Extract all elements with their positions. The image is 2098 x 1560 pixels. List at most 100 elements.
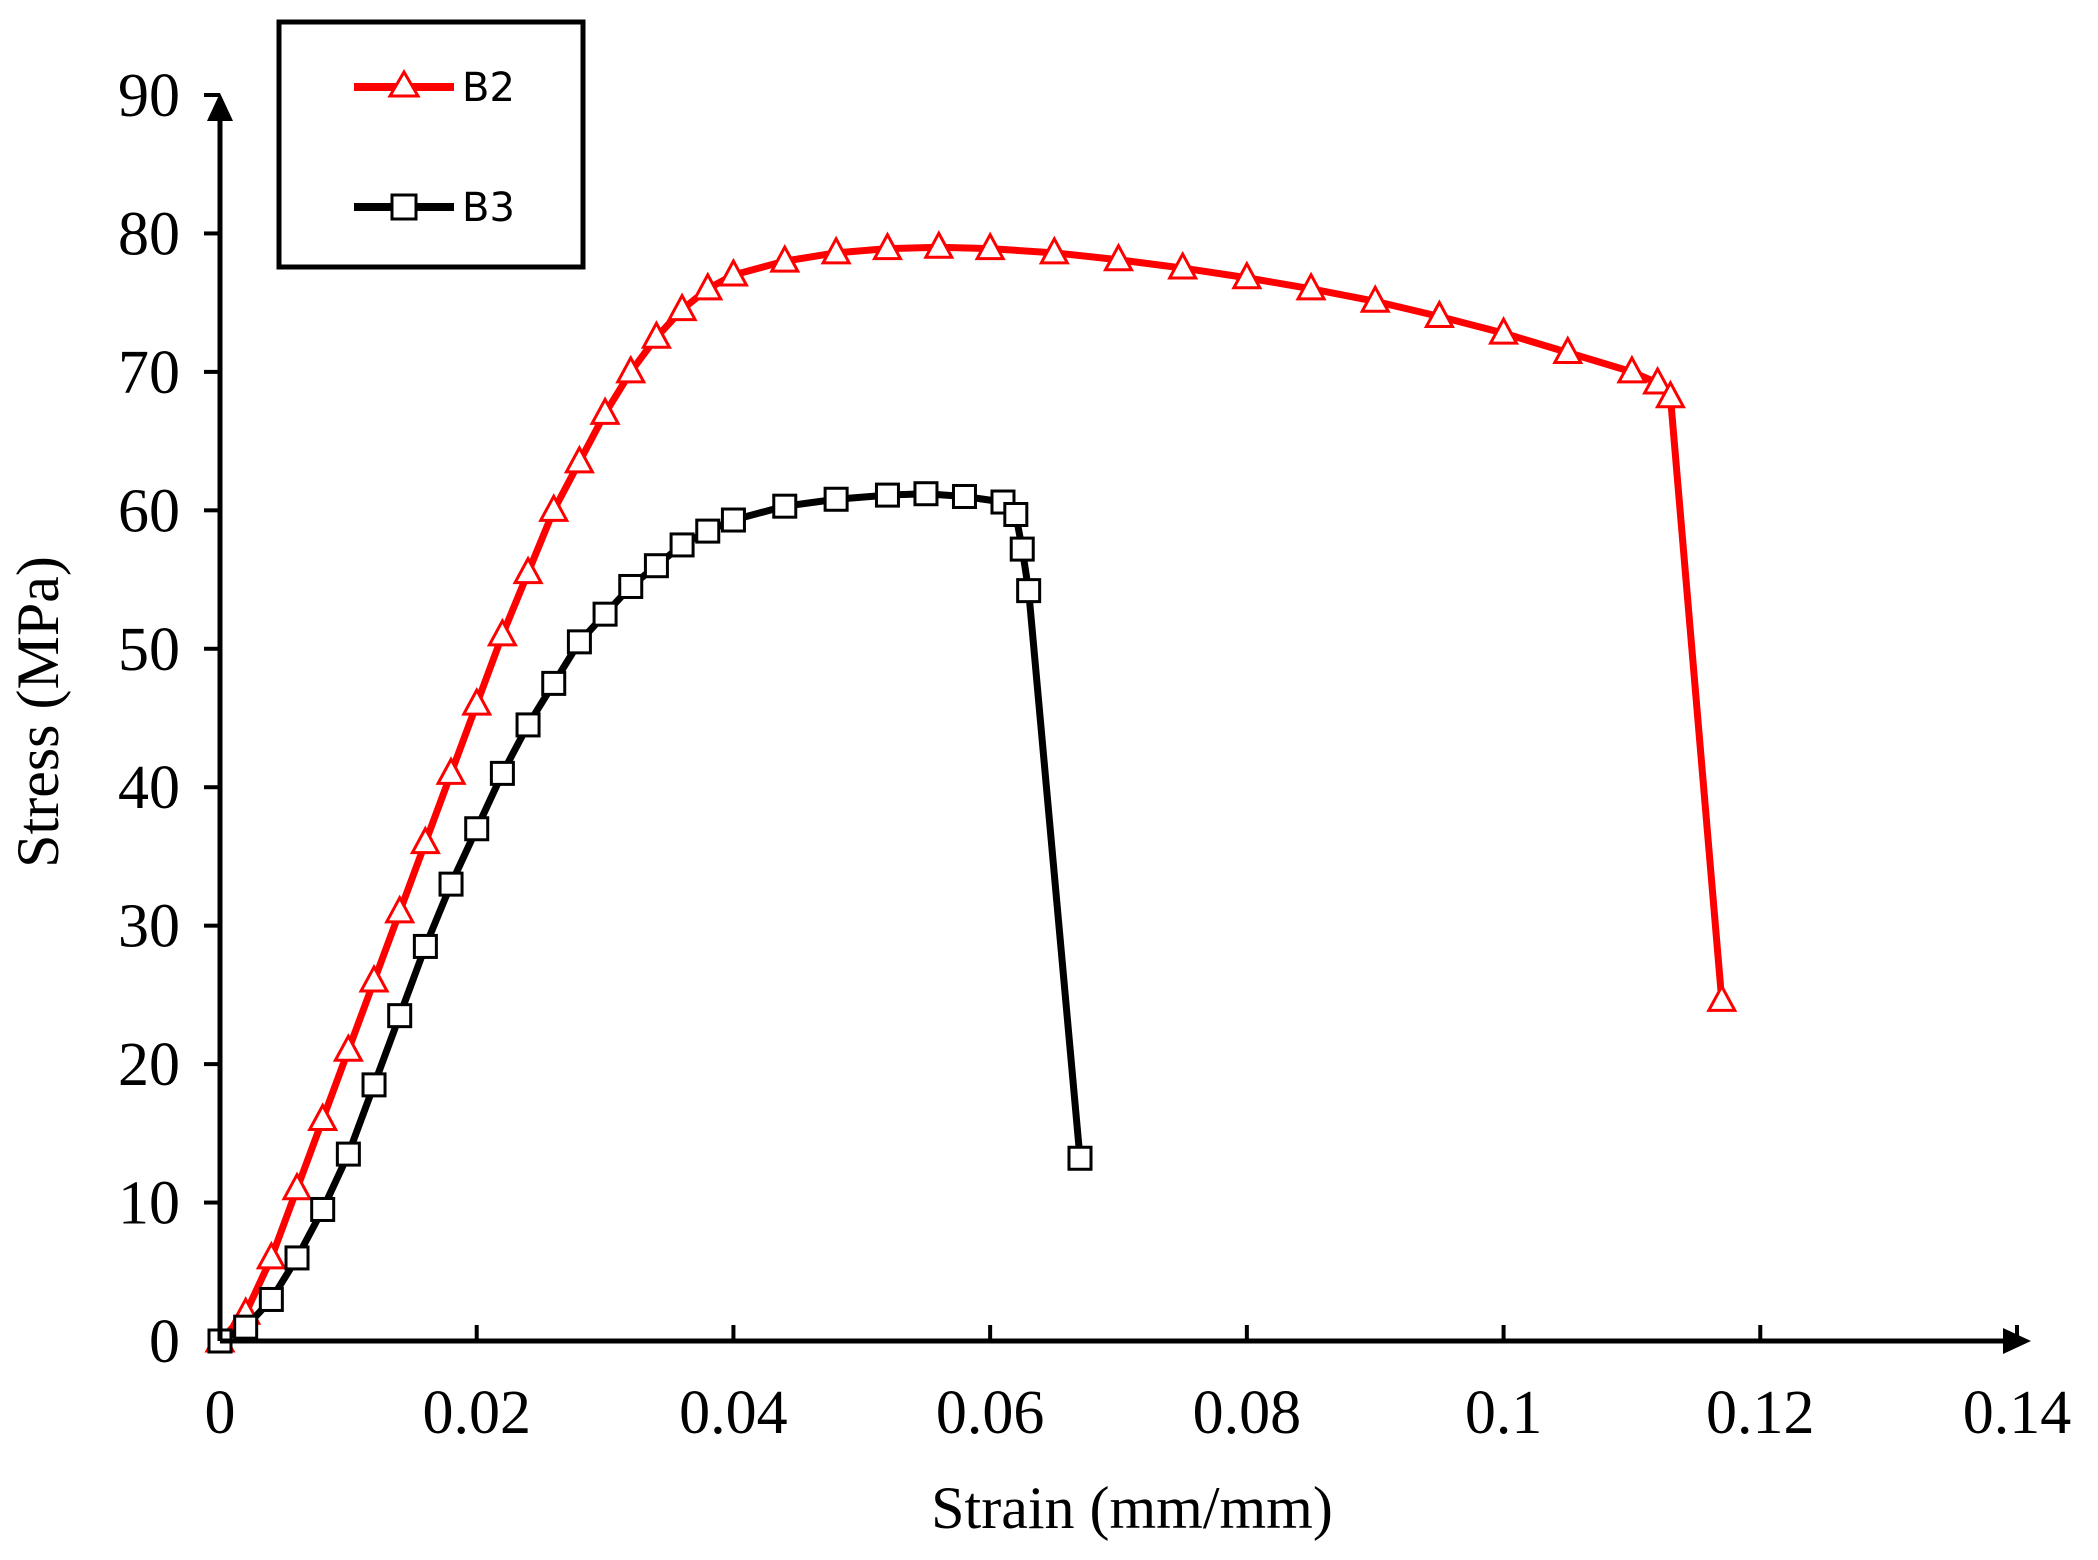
data-point-b3 — [541, 670, 567, 696]
y-axis-arrow — [207, 93, 233, 121]
data-point-b3 — [258, 1286, 284, 1312]
data-point-b3 — [566, 629, 592, 655]
legend-marker-b3 — [390, 193, 418, 221]
x-tick-label: 0.08 — [1193, 1379, 1302, 1447]
data-point-b2 — [255, 1240, 287, 1270]
data-point-b2 — [974, 231, 1006, 261]
y-tick-label: 20 — [118, 1031, 180, 1099]
data-point-b2 — [1038, 235, 1070, 265]
x-tick-label: 0.14 — [1963, 1379, 2072, 1447]
data-point-b3 — [335, 1141, 361, 1167]
data-point-b2 — [1706, 983, 1738, 1012]
data-point-b2 — [1488, 315, 1520, 345]
x-tick-label: 0.02 — [422, 1379, 531, 1447]
legend: B2 B3 — [276, 19, 586, 270]
data-point-b2 — [512, 555, 544, 585]
data-point-b2 — [461, 687, 493, 716]
y-tick-label: 90 — [118, 62, 180, 130]
axes: 0 0.02 0.04 0.06 0.08 0.1 0.12 0.14 0 10 20 30 40 50… — [118, 62, 2071, 1447]
data-point-b2 — [1231, 260, 1263, 290]
data-point-b3 — [489, 760, 515, 786]
data-point-b2 — [384, 894, 416, 924]
data-point-b3 — [643, 553, 669, 579]
data-point-b3 — [412, 933, 438, 959]
series-line-b3 — [218, 490, 1084, 1345]
data-point-b3 — [874, 482, 900, 508]
data-point-b2 — [769, 243, 801, 273]
data-point-b3 — [387, 1003, 413, 1029]
data-point-b2 — [1654, 379, 1686, 409]
data-point-b3 — [464, 816, 490, 842]
data-point-b2 — [332, 1033, 364, 1062]
legend-box — [276, 19, 586, 270]
data-point-b3 — [823, 486, 849, 512]
data-point-b3 — [361, 1072, 387, 1098]
data-point-b3 — [618, 573, 644, 599]
y-axis-title: Stress (MPa) — [5, 556, 71, 868]
data-point-b2 — [1359, 284, 1391, 313]
y-tick-label: 60 — [118, 477, 180, 545]
data-point-b2 — [871, 231, 903, 261]
data-point-b3 — [284, 1245, 310, 1271]
data-point-b2 — [1167, 250, 1199, 280]
data-point-b2 — [615, 354, 647, 384]
x-axis-title: Strain (mm/mm) — [931, 1475, 1333, 1541]
series-line-b2 — [217, 243, 1726, 1344]
x-tick-label: 0 — [205, 1379, 236, 1447]
y-tick-label: 50 — [118, 616, 180, 684]
data-point-b2 — [358, 963, 390, 993]
y-tick-label: 70 — [118, 339, 180, 407]
data-point-b2 — [538, 493, 570, 522]
data-point-b2 — [820, 235, 852, 265]
data-point-b3 — [1003, 501, 1029, 527]
x-ticks: 0 0.02 0.04 0.06 0.08 0.1 0.12 0.14 — [205, 1325, 2072, 1447]
data-point-b2 — [435, 756, 467, 785]
data-point-b2 — [409, 825, 441, 855]
x-tick-label: 0.04 — [679, 1379, 788, 1447]
y-tick-label: 40 — [118, 754, 180, 822]
data-point-b2 — [1616, 354, 1648, 384]
data-point-b3 — [720, 507, 746, 533]
data-point-b2 — [666, 292, 698, 322]
plot-series — [204, 230, 1738, 1354]
data-point-b3 — [438, 871, 464, 897]
y-tick-label: 0 — [149, 1308, 180, 1376]
data-point-b3 — [772, 493, 798, 519]
legend-label-b3: B3 — [462, 185, 515, 231]
data-point-b2 — [717, 257, 749, 287]
data-point-b3 — [1016, 578, 1042, 604]
data-point-b2 — [640, 320, 672, 349]
data-point-b2 — [589, 396, 621, 425]
y-ticks: 0 10 20 30 40 50 60 70 80 90 — [118, 62, 220, 1376]
data-point-b3 — [913, 481, 939, 507]
data-point-b3 — [695, 518, 721, 544]
data-point-b2 — [486, 617, 518, 647]
data-point-b3 — [1009, 536, 1035, 562]
data-point-b3 — [669, 532, 695, 558]
data-point-b2 — [1642, 365, 1674, 395]
y-tick-label: 10 — [118, 1170, 180, 1238]
data-point-b3 — [1067, 1145, 1093, 1171]
data-point-b2 — [1102, 242, 1135, 272]
data-point-b3 — [592, 601, 618, 627]
data-point-b2 — [281, 1171, 313, 1201]
data-point-b3 — [951, 483, 977, 509]
legend-marker-b2 — [387, 69, 421, 98]
data-point-b2 — [1552, 335, 1584, 365]
x-tick-label: 0.1 — [1465, 1379, 1543, 1447]
x-tick-label: 0.12 — [1706, 1379, 1815, 1447]
data-point-b3 — [515, 712, 541, 738]
x-tick-label: 0.06 — [936, 1379, 1045, 1447]
data-point-b2 — [563, 444, 595, 474]
data-point-b2 — [923, 230, 955, 259]
data-point-b2 — [307, 1102, 339, 1131]
y-tick-label: 80 — [118, 200, 180, 268]
data-point-b2 — [1423, 299, 1455, 329]
data-point-b3 — [310, 1196, 336, 1222]
data-point-b2 — [1295, 271, 1327, 301]
data-point-b2 — [692, 271, 724, 301]
legend-label-b2: B2 — [462, 65, 515, 111]
data-point-b3 — [233, 1314, 259, 1340]
y-tick-label: 30 — [118, 893, 180, 961]
